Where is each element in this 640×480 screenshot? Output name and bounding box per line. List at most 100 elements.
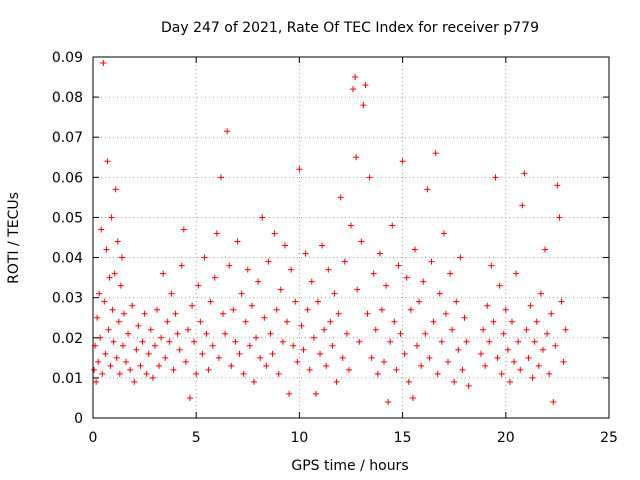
data-point [151, 342, 158, 349]
data-point [385, 398, 392, 405]
data-point [492, 174, 499, 181]
data-point [255, 278, 262, 285]
data-point [288, 266, 295, 273]
data-point [356, 338, 363, 345]
data-point [442, 310, 449, 317]
data-point [110, 338, 117, 345]
data-point [405, 378, 412, 385]
data-point [395, 262, 402, 269]
data-point [107, 362, 114, 369]
y-tick-label: 0.09 [52, 50, 83, 66]
x-tick-label: 5 [192, 430, 201, 446]
data-point [166, 338, 173, 345]
data-point [261, 314, 268, 321]
data-point [397, 330, 404, 337]
y-tick-label: 0.01 [52, 371, 83, 387]
data-point [488, 262, 495, 269]
y-axis-label: ROTI / TECUs [6, 192, 22, 284]
data-point [184, 326, 191, 333]
data-point [127, 366, 134, 373]
data-point [139, 338, 146, 345]
data-point [426, 354, 433, 361]
data-point [453, 298, 460, 305]
data-points [91, 60, 569, 405]
data-point [376, 250, 383, 257]
data-point [106, 274, 113, 281]
data-point [224, 128, 231, 135]
data-point [182, 358, 189, 365]
data-point [168, 290, 175, 297]
data-point [240, 370, 247, 377]
data-point [257, 354, 264, 361]
data-point [112, 186, 119, 193]
data-point [312, 390, 319, 397]
x-tick-label: 20 [497, 430, 515, 446]
data-point [308, 278, 315, 285]
plot-frame [92, 56, 610, 419]
data-point [116, 370, 123, 377]
data-point [321, 326, 328, 333]
data-point [102, 350, 109, 357]
data-point [387, 338, 394, 345]
y-tick-label: 0 [74, 411, 83, 427]
data-point [238, 290, 245, 297]
data-point [98, 226, 105, 233]
data-point [94, 314, 101, 321]
data-point [374, 370, 381, 377]
data-point [440, 230, 447, 237]
y-tick-label: 0.03 [52, 291, 83, 307]
data-point [329, 342, 336, 349]
data-point [463, 338, 470, 345]
data-point [176, 346, 183, 353]
data-point [554, 182, 561, 189]
data-point [236, 350, 243, 357]
data-point [459, 366, 466, 373]
data-point [407, 306, 414, 313]
data-point [131, 378, 138, 385]
data-point [511, 358, 518, 365]
data-point [220, 310, 227, 317]
data-point [556, 214, 563, 221]
data-point [335, 310, 342, 317]
data-point [160, 270, 167, 277]
data-point [455, 346, 462, 353]
data-point [533, 318, 540, 325]
data-point [484, 302, 491, 309]
data-point [502, 306, 509, 313]
data-point [203, 330, 210, 337]
data-point [360, 102, 367, 109]
data-point [211, 274, 218, 281]
data-point [197, 318, 204, 325]
data-point [103, 246, 110, 253]
data-point [141, 310, 148, 317]
data-point [399, 158, 406, 165]
data-point [461, 314, 468, 321]
data-point [96, 290, 103, 297]
data-point [234, 238, 241, 245]
data-point [201, 254, 208, 261]
data-point [162, 354, 169, 361]
data-point [482, 362, 489, 369]
data-point [411, 246, 418, 253]
data-point [143, 370, 150, 377]
data-point [352, 74, 359, 81]
data-point [494, 354, 501, 361]
data-point [523, 326, 530, 333]
data-point [215, 354, 222, 361]
data-point [430, 318, 437, 325]
data-point [269, 350, 276, 357]
data-point [438, 338, 445, 345]
data-point [362, 82, 369, 89]
data-point [222, 330, 229, 337]
data-point [508, 318, 515, 325]
data-point [217, 174, 224, 181]
data-point [195, 282, 202, 289]
data-point [478, 350, 485, 357]
y-tick-label: 0.08 [52, 90, 83, 106]
data-point [250, 378, 257, 385]
y-tick-label: 0.05 [52, 210, 83, 226]
data-point [284, 318, 291, 325]
data-point [275, 370, 282, 377]
data-point [281, 242, 288, 249]
